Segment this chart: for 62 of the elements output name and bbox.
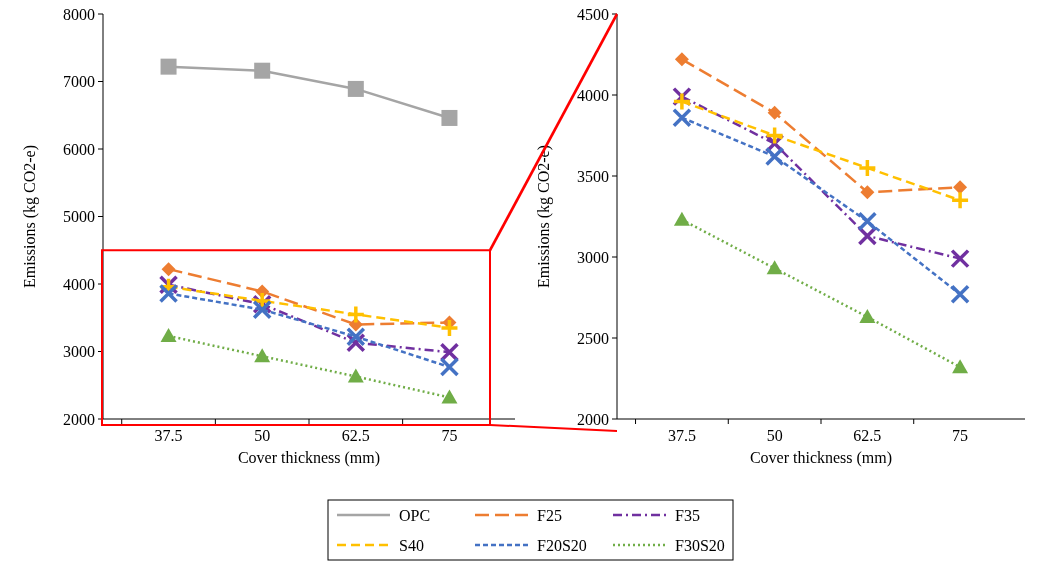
y-tick-label: 4000 <box>63 275 95 293</box>
y-axis-title: Emissions (kg CO2-e) <box>21 144 39 289</box>
legend-label: OPC <box>399 506 431 524</box>
point <box>950 284 970 305</box>
y-tick-label: 5000 <box>63 208 95 226</box>
legend-label: F25 <box>537 506 562 524</box>
y-tick-label: 8000 <box>63 5 95 23</box>
x-tick-label: 50 <box>766 427 783 444</box>
point <box>860 185 875 200</box>
point <box>441 109 458 126</box>
y-tick-label: 2000 <box>577 410 609 428</box>
y-tick-label: 3500 <box>577 167 609 185</box>
x-tick-label: 75 <box>952 427 969 444</box>
point <box>161 262 176 277</box>
point <box>767 105 782 120</box>
point <box>252 299 272 320</box>
legend-label: S40 <box>399 536 424 554</box>
point <box>347 80 364 97</box>
point <box>346 326 366 347</box>
point <box>950 248 970 269</box>
point <box>764 146 785 167</box>
point <box>674 52 689 67</box>
point <box>347 368 364 383</box>
point <box>672 91 692 112</box>
point <box>160 327 177 342</box>
point <box>857 211 878 232</box>
point <box>764 125 785 146</box>
point <box>673 211 690 226</box>
legend-label: F20S20 <box>537 536 587 554</box>
point <box>439 318 460 338</box>
point <box>857 158 878 178</box>
point <box>254 348 271 363</box>
x-tick-label: 37.5 <box>154 427 183 444</box>
x-tick-label: 37.5 <box>667 427 696 444</box>
legend-label: F35 <box>675 506 700 524</box>
x-tick-label: 50 <box>254 427 271 444</box>
point <box>859 308 876 323</box>
point <box>158 283 179 304</box>
x-tick-label: 62.5 <box>853 427 882 444</box>
y-tick-label: 4000 <box>577 86 609 104</box>
y-tick-label: 4500 <box>577 5 609 23</box>
x-axis-title: Cover thickness (mm) <box>749 449 893 467</box>
x-tick-label: 62.5 <box>341 427 370 444</box>
y-tick-label: 3000 <box>63 343 95 361</box>
point <box>441 389 458 404</box>
y-tick-label: 6000 <box>63 140 95 158</box>
point <box>953 180 968 195</box>
point <box>254 62 271 79</box>
x-axis-title: Cover thickness (mm) <box>237 449 381 467</box>
point <box>439 357 460 377</box>
point <box>952 359 969 374</box>
y-tick-label: 7000 <box>63 73 95 91</box>
y-tick-label: 3000 <box>577 248 609 266</box>
y-tick-label: 2000 <box>63 410 95 428</box>
legend-label: F30S20 <box>675 536 725 554</box>
y-tick-label: 2500 <box>577 329 609 347</box>
x-tick-label: 75 <box>441 427 458 444</box>
point <box>346 304 366 325</box>
point <box>766 260 783 275</box>
point <box>160 58 177 75</box>
point <box>672 107 692 128</box>
point <box>950 190 970 211</box>
